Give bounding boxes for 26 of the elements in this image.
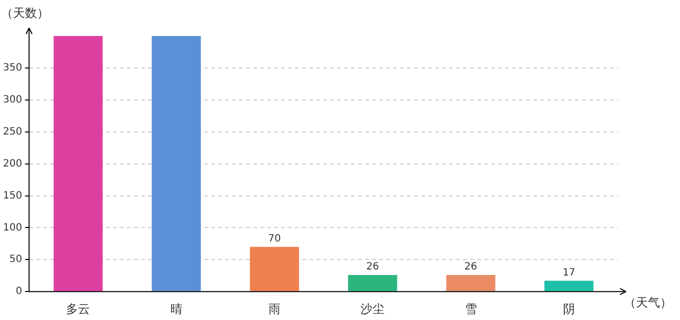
y-axis-title: （天数）: [1, 6, 50, 20]
y-tick-label: 100: [2, 222, 22, 234]
x-axis-title: （天气）: [624, 296, 672, 310]
y-tick-label: 250: [2, 126, 22, 138]
data-label: 26: [366, 262, 379, 273]
x-tick-label: 雪: [464, 302, 477, 316]
data-label: 26: [464, 262, 478, 273]
x-tick-label: 晴: [170, 302, 182, 316]
x-tick-label: 沙尘: [360, 302, 385, 316]
y-tick-label: 50: [9, 254, 22, 266]
bar: [446, 274, 496, 292]
bar: [544, 280, 594, 292]
y-tick-label: 350: [2, 62, 22, 74]
x-tick-label: 多云: [66, 302, 90, 316]
y-tick-label: 0: [16, 286, 22, 298]
bar: [54, 36, 103, 292]
bar: [250, 246, 300, 292]
y-tick-label: 200: [2, 158, 22, 170]
data-label: 70: [268, 233, 281, 244]
x-tick-label: 雨: [268, 302, 280, 316]
bar: [152, 36, 201, 292]
data-label: 17: [562, 267, 576, 278]
x-tick-label: 阴: [562, 302, 575, 316]
y-tick-label: 300: [2, 94, 22, 106]
y-tick-label: 150: [2, 190, 22, 202]
bar: [348, 274, 398, 292]
